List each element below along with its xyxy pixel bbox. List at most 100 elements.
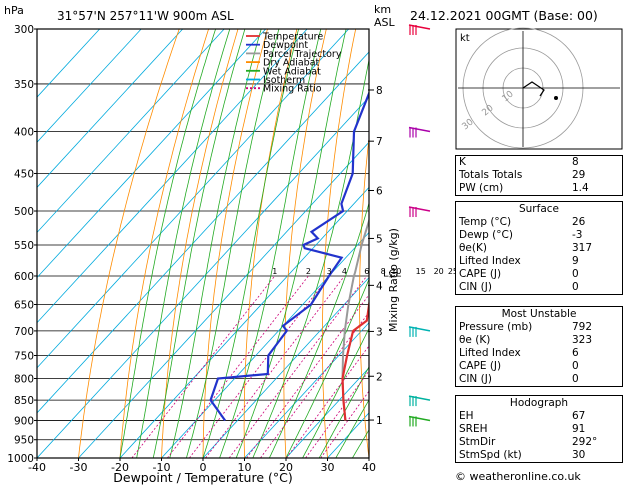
mixing-ratio-line — [205, 275, 345, 458]
mixing-ratio-line — [131, 275, 276, 458]
km-label: km — [374, 3, 391, 16]
mixing-ratio-label: 25 — [448, 267, 458, 276]
surface-title: Surface — [518, 203, 559, 215]
km-tick-label: 7 — [376, 136, 383, 148]
most-unstable-value: 792 — [572, 321, 593, 333]
most-unstable-value: 0 — [572, 360, 579, 372]
km-tick-label: 1 — [376, 415, 383, 427]
mixing-ratio-line — [228, 275, 368, 458]
legend-entry: Dry Adiabat — [263, 58, 320, 69]
pressure-tick-label: 450 — [14, 168, 34, 180]
dry-adiabat — [78, 29, 180, 458]
pressure-tick-label: 800 — [14, 373, 34, 385]
most-unstable-row: θe (K) 323 — [456, 334, 622, 347]
isotherm-line — [202, 276, 369, 458]
mixing-ratio-line — [286, 345, 369, 458]
mixing-ratio-line — [189, 275, 330, 458]
isotherm-line — [37, 96, 369, 458]
pressure-tick-label: 500 — [14, 206, 34, 218]
wet-adiabat — [269, 201, 369, 458]
isotherm-line — [78, 141, 369, 458]
wet-adiabat — [219, 29, 322, 458]
x-tick-label: -10 — [153, 461, 171, 474]
x-axis-title: Dewpoint / Temperature (°C) — [113, 470, 292, 485]
pressure-tick-label: 300 — [14, 24, 34, 36]
wind-barb-shaft — [408, 415, 431, 422]
km-tick-label: 3 — [376, 326, 383, 338]
wet-adiabat — [186, 29, 280, 458]
wind-barb — [408, 326, 431, 337]
hodograph-stat-label: EH — [459, 410, 474, 422]
mixing-ratio-label: 10 — [391, 267, 401, 276]
pressure-tick-label: 650 — [14, 300, 34, 312]
surface-label: Temp (°C) — [459, 216, 512, 228]
km-tick-label: 2 — [376, 371, 383, 383]
mixing-ratio-line — [260, 311, 369, 458]
hodograph-stat-row: SREH 91 — [456, 423, 622, 436]
hodograph-stat-value: 292° — [572, 436, 598, 448]
most-unstable-label: CIN (J) — [459, 373, 492, 385]
wet-adiabat — [136, 29, 231, 458]
isotherm-line — [244, 322, 369, 458]
wind-profile — [408, 24, 431, 427]
legend-entry: Parcel Trajectory — [263, 49, 342, 60]
dry-adiabat — [431, 29, 453, 458]
dry-adiabat — [161, 29, 239, 458]
dry-adiabat — [322, 29, 357, 458]
most-unstable-panel: Most Unstable Pressure (mb) 792 θe (K) 323 L… — [455, 306, 623, 387]
hodograph-table-title: Hodograph — [509, 397, 569, 409]
surface-row: Dewp (°C) -3 — [456, 229, 622, 242]
hodograph-stat-label: SREH — [459, 423, 488, 435]
wet-adiabat — [335, 399, 369, 458]
wet-adiabat — [169, 29, 262, 458]
legend-entry: Isotherm — [263, 75, 305, 86]
pressure-tick-label: 750 — [14, 350, 34, 362]
pressure-tick-label: 400 — [14, 127, 34, 139]
wind-barb-shaft — [408, 24, 431, 30]
surface-label: θe(K) — [459, 242, 487, 254]
most-unstable-row: CIN (J) 0 — [456, 373, 622, 386]
most-unstable-value: 0 — [572, 373, 579, 385]
hodograph-stat-value: 91 — [572, 423, 586, 435]
hodograph-stat-value: 67 — [572, 410, 586, 422]
isotherm-line — [285, 367, 369, 458]
x-tick-label: 40 — [362, 461, 376, 474]
most-unstable-label: Lifted Index — [459, 347, 521, 359]
temperature-line — [341, 299, 369, 421]
legend-entry: Wet Adiabat — [263, 66, 321, 77]
pressure-tick-label: 600 — [14, 271, 34, 283]
mixing-ratio-label: 6 — [364, 267, 369, 276]
pressure-tick-label: 850 — [14, 395, 34, 407]
wind-barb — [408, 206, 431, 218]
k-index-label: K — [459, 156, 466, 168]
isotherm-line — [37, 29, 225, 234]
storm-motion-marker — [554, 96, 558, 100]
km-tick-label: 5 — [376, 233, 383, 245]
wind-barb-shaft — [408, 126, 431, 133]
pressure-tick-label: 1000 — [7, 453, 34, 465]
hodograph-stat-row: EH 67 — [456, 410, 622, 423]
surface-value: 0 — [572, 268, 579, 280]
km-tick-label: 6 — [376, 185, 383, 197]
most-unstable-row: CAPE (J) 0 — [456, 360, 622, 373]
surface-row: CAPE (J) 0 — [456, 268, 622, 281]
most-unstable-value: 6 — [572, 347, 579, 359]
x-tick-label: 0 — [200, 461, 207, 474]
hodograph-stat-label: StmDir — [459, 436, 496, 448]
k-index-value: 8 — [572, 156, 579, 168]
mixing-ratio-label: 4 — [342, 267, 347, 276]
mixing-ratio-label: 1 — [272, 267, 277, 276]
indices-panel: K 8 Totals Totals 29 PW (cm) 1.4 — [455, 155, 623, 196]
mixing-ratio-label: 15 — [416, 267, 426, 276]
hodograph-stat-value: 30 — [572, 449, 586, 461]
surface-panel: Surface Temp (°C) 26 Dewp (°C) -3 θe(K) 317 Li… — [455, 201, 623, 295]
wet-adiabat — [318, 366, 369, 458]
hodograph-stat-row: StmDir 292° — [456, 436, 622, 449]
wind-barb — [408, 126, 431, 138]
wet-adiabat — [285, 278, 369, 458]
surface-label: CAPE (J) — [459, 268, 502, 280]
totals-value: 29 — [572, 169, 586, 181]
